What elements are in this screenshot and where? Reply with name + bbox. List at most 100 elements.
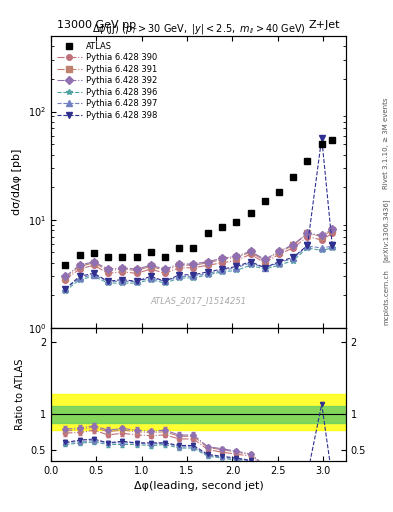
Pythia 6.428 392 xyxy=(330,226,334,232)
Pythia 6.428 392 xyxy=(92,259,96,265)
Pythia 6.428 390 xyxy=(63,276,68,283)
Y-axis label: Ratio to ATLAS: Ratio to ATLAS xyxy=(15,359,25,430)
Pythia 6.428 391 xyxy=(330,227,334,233)
Pythia 6.428 396 xyxy=(263,266,267,272)
Pythia 6.428 396 xyxy=(163,280,167,286)
Line: Pythia 6.428 396: Pythia 6.428 396 xyxy=(62,245,335,294)
ATLAS xyxy=(63,262,68,268)
Pythia 6.428 397 xyxy=(234,265,239,271)
Pythia 6.428 398 xyxy=(305,242,310,248)
ATLAS xyxy=(305,158,310,164)
Pythia 6.428 392 xyxy=(177,261,182,267)
Pythia 6.428 398 xyxy=(234,263,239,269)
Pythia 6.428 397 xyxy=(277,260,281,266)
Pythia 6.428 392 xyxy=(220,255,224,262)
Pythia 6.428 390 xyxy=(291,245,296,251)
Pythia 6.428 396 xyxy=(77,276,82,283)
Pythia 6.428 397 xyxy=(263,265,267,271)
Pythia 6.428 397 xyxy=(220,267,224,273)
Pythia 6.428 397 xyxy=(291,255,296,262)
Pythia 6.428 391 xyxy=(134,267,139,273)
Pythia 6.428 390 xyxy=(149,266,153,272)
Pythia 6.428 391 xyxy=(191,262,196,268)
Pythia 6.428 392 xyxy=(206,259,210,265)
Pythia 6.428 390 xyxy=(263,260,267,266)
Pythia 6.428 396 xyxy=(206,272,210,278)
Pythia 6.428 398 xyxy=(330,242,334,248)
Pythia 6.428 397 xyxy=(206,270,210,276)
Pythia 6.428 392 xyxy=(63,273,68,280)
Pythia 6.428 390 xyxy=(277,251,281,258)
Pythia 6.428 396 xyxy=(305,245,310,251)
Pythia 6.428 391 xyxy=(63,275,68,281)
Pythia 6.428 396 xyxy=(330,245,334,251)
Pythia 6.428 397 xyxy=(63,286,68,292)
Pythia 6.428 396 xyxy=(291,258,296,264)
Pythia 6.428 396 xyxy=(277,262,281,268)
Pythia 6.428 398 xyxy=(149,273,153,280)
ATLAS xyxy=(106,254,110,261)
Pythia 6.428 390 xyxy=(320,237,324,243)
ATLAS xyxy=(77,252,82,259)
X-axis label: Δφ(leading, second jet): Δφ(leading, second jet) xyxy=(134,481,263,491)
Pythia 6.428 396 xyxy=(106,280,110,286)
Pythia 6.428 392 xyxy=(248,248,253,254)
Pythia 6.428 392 xyxy=(77,262,82,268)
Pythia 6.428 397 xyxy=(320,245,324,251)
Pythia 6.428 391 xyxy=(106,267,110,273)
ATLAS xyxy=(206,230,210,237)
Pythia 6.428 396 xyxy=(134,280,139,286)
Pythia 6.428 390 xyxy=(77,266,82,272)
ATLAS xyxy=(149,249,153,255)
Pythia 6.428 397 xyxy=(191,273,196,280)
Pythia 6.428 391 xyxy=(77,263,82,269)
Pythia 6.428 397 xyxy=(120,278,125,284)
Pythia 6.428 396 xyxy=(220,269,224,275)
Pythia 6.428 397 xyxy=(77,275,82,281)
Pythia 6.428 397 xyxy=(92,272,96,278)
Pythia 6.428 391 xyxy=(220,257,224,263)
Pythia 6.428 391 xyxy=(263,258,267,264)
Pythia 6.428 390 xyxy=(330,230,334,237)
Pythia 6.428 392 xyxy=(106,266,110,272)
Text: Z+Jet: Z+Jet xyxy=(309,20,340,30)
Pythia 6.428 392 xyxy=(277,248,281,254)
Line: Pythia 6.428 392: Pythia 6.428 392 xyxy=(62,226,335,279)
Pythia 6.428 391 xyxy=(305,230,310,237)
Pythia 6.428 396 xyxy=(63,288,68,294)
Pythia 6.428 397 xyxy=(149,275,153,281)
Pythia 6.428 392 xyxy=(149,262,153,268)
Text: Rivet 3.1.10, ≥ 3M events: Rivet 3.1.10, ≥ 3M events xyxy=(383,98,389,189)
Pythia 6.428 398 xyxy=(163,278,167,284)
Pythia 6.428 396 xyxy=(234,267,239,273)
ATLAS xyxy=(330,137,334,143)
Pythia 6.428 398 xyxy=(206,269,210,275)
Pythia 6.428 390 xyxy=(92,262,96,268)
Pythia 6.428 397 xyxy=(305,243,310,249)
Pythia 6.428 398 xyxy=(277,259,281,265)
Pythia 6.428 397 xyxy=(163,278,167,284)
Pythia 6.428 397 xyxy=(134,278,139,284)
Pythia 6.428 397 xyxy=(106,278,110,284)
Pythia 6.428 392 xyxy=(163,266,167,272)
Pythia 6.428 392 xyxy=(305,230,310,237)
Pythia 6.428 391 xyxy=(92,260,96,266)
ATLAS xyxy=(177,245,182,251)
Pythia 6.428 391 xyxy=(320,233,324,240)
Pythia 6.428 398 xyxy=(248,259,253,265)
Bar xyxy=(51,394,346,430)
ATLAS xyxy=(134,254,139,261)
Pythia 6.428 391 xyxy=(234,254,239,261)
Pythia 6.428 398 xyxy=(120,276,125,283)
Pythia 6.428 390 xyxy=(220,260,224,266)
Pythia 6.428 390 xyxy=(134,270,139,276)
Pythia 6.428 391 xyxy=(120,266,125,272)
Pythia 6.428 398 xyxy=(92,270,96,276)
Pythia 6.428 390 xyxy=(191,265,196,271)
ATLAS xyxy=(234,219,239,225)
Pythia 6.428 397 xyxy=(248,260,253,266)
ATLAS xyxy=(263,198,267,204)
Pythia 6.428 396 xyxy=(120,280,125,286)
Legend: ATLAS, Pythia 6.428 390, Pythia 6.428 391, Pythia 6.428 392, Pythia 6.428 396, P: ATLAS, Pythia 6.428 390, Pythia 6.428 39… xyxy=(53,38,161,123)
Line: Pythia 6.428 391: Pythia 6.428 391 xyxy=(62,227,335,281)
